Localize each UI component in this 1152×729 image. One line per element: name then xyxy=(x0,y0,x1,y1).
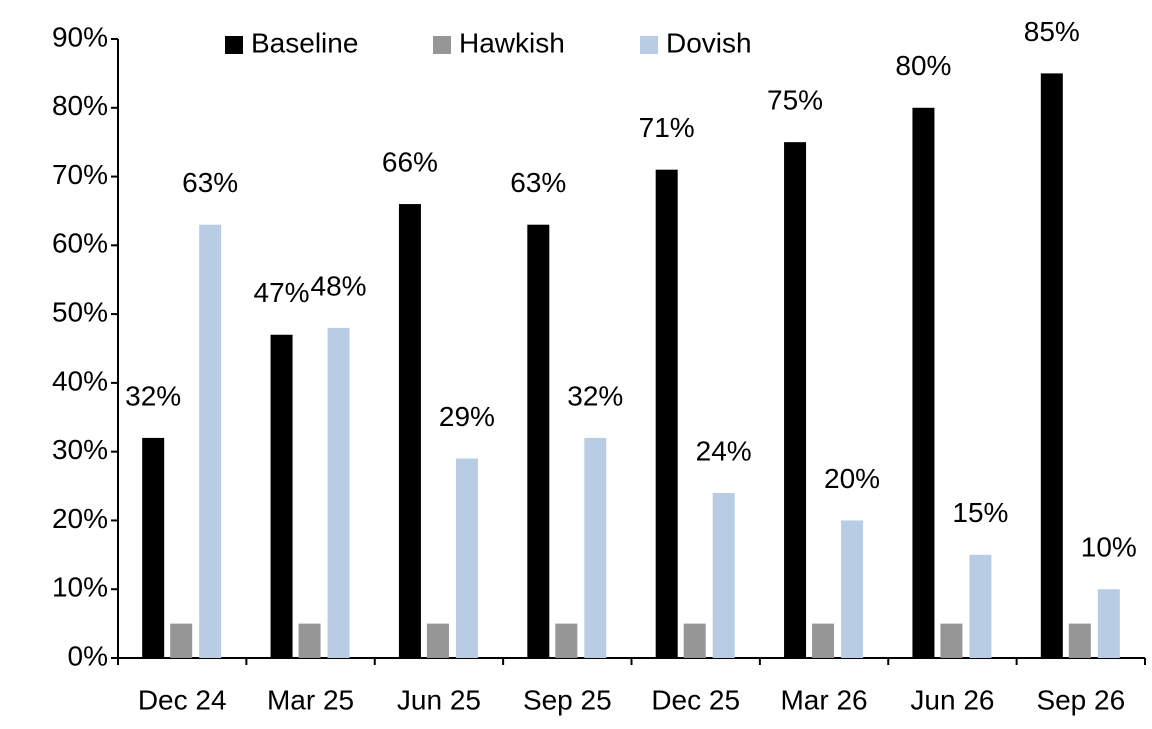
legend-label: Hawkish xyxy=(459,27,565,58)
data-label: 80% xyxy=(895,50,951,81)
bar xyxy=(712,492,735,658)
data-label: 10% xyxy=(1081,532,1137,563)
bar xyxy=(1040,73,1063,658)
bar xyxy=(912,107,935,659)
bar xyxy=(1097,589,1120,658)
data-label: 32% xyxy=(125,380,181,411)
bar xyxy=(584,437,607,658)
data-label: 20% xyxy=(824,463,880,494)
x-tick-label: Jun 26 xyxy=(910,684,994,715)
bar xyxy=(455,458,478,658)
data-label: 24% xyxy=(696,435,752,466)
bar xyxy=(655,169,678,658)
bar xyxy=(199,224,222,658)
bar xyxy=(841,520,864,658)
bar xyxy=(170,623,193,658)
data-label: 71% xyxy=(639,112,695,143)
data-label: 48% xyxy=(311,270,367,301)
bar xyxy=(683,623,706,658)
y-tick-label: 20% xyxy=(52,503,108,534)
y-tick-label: 90% xyxy=(52,21,108,52)
x-tick-label: Mar 25 xyxy=(267,684,354,715)
bar xyxy=(969,554,992,658)
x-tick-label: Sep 26 xyxy=(1036,684,1125,715)
bar xyxy=(812,623,835,658)
data-label: 63% xyxy=(510,167,566,198)
x-tick-label: Jun 25 xyxy=(397,684,481,715)
bar xyxy=(1068,623,1091,658)
y-tick-label: 0% xyxy=(68,640,108,671)
legend-swatch xyxy=(640,36,658,54)
bar xyxy=(784,142,807,658)
data-label: 47% xyxy=(254,277,310,308)
bar xyxy=(398,204,421,659)
x-tick-label: Dec 24 xyxy=(138,684,227,715)
y-tick-label: 10% xyxy=(52,572,108,603)
y-tick-label: 30% xyxy=(52,434,108,465)
bar xyxy=(270,334,293,658)
y-tick-label: 70% xyxy=(52,159,108,190)
data-label: 66% xyxy=(382,146,438,177)
bar xyxy=(555,623,578,658)
data-label: 32% xyxy=(567,380,623,411)
legend-swatch xyxy=(225,36,243,54)
data-label: 15% xyxy=(952,497,1008,528)
data-label: 75% xyxy=(767,85,823,116)
y-tick-label: 50% xyxy=(52,297,108,328)
bar xyxy=(327,327,350,658)
bar xyxy=(426,623,449,658)
x-tick-label: Dec 25 xyxy=(651,684,740,715)
bar xyxy=(527,224,550,658)
y-tick-label: 60% xyxy=(52,228,108,259)
x-tick-label: Mar 26 xyxy=(780,684,867,715)
y-tick-label: 40% xyxy=(52,365,108,396)
data-label: 63% xyxy=(182,167,238,198)
bar xyxy=(298,623,321,658)
bar xyxy=(142,437,165,658)
x-tick-label: Sep 25 xyxy=(523,684,612,715)
data-label: 29% xyxy=(439,401,495,432)
legend-label: Baseline xyxy=(251,27,358,58)
y-tick-label: 80% xyxy=(52,90,108,121)
data-label: 85% xyxy=(1024,16,1080,47)
legend-swatch xyxy=(433,36,451,54)
bar xyxy=(940,623,963,658)
legend-label: Dovish xyxy=(666,27,752,58)
